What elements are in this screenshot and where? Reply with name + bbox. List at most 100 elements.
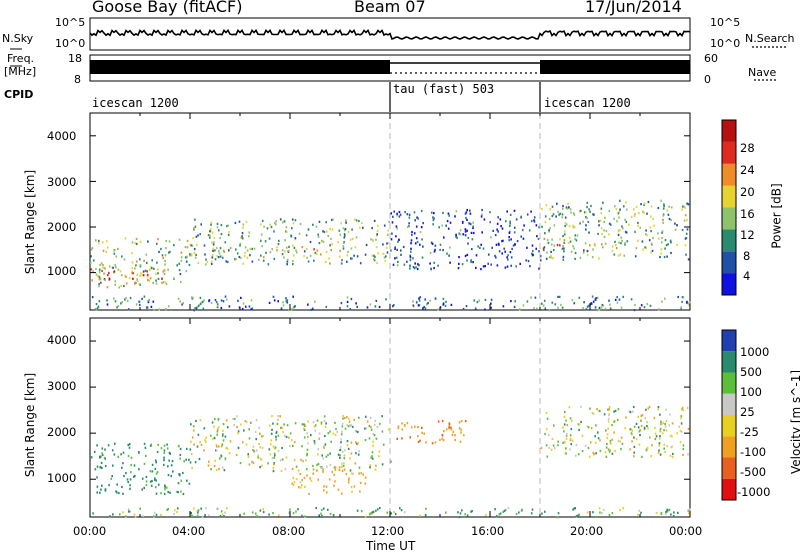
power-cell [419, 296, 422, 299]
velocity-cell [557, 444, 559, 447]
velocity-cell [279, 415, 281, 418]
power-cell [224, 295, 227, 298]
power-cell [563, 233, 566, 236]
power-cell [95, 239, 97, 242]
power-cell [162, 281, 165, 284]
power-cell [662, 214, 665, 217]
power-cell [677, 295, 679, 299]
velocity-cell [197, 433, 200, 436]
power-cell [520, 215, 522, 218]
power-cell [147, 278, 149, 282]
power-cell [429, 262, 431, 265]
velocity-cell [221, 434, 224, 437]
power-cell [149, 268, 151, 271]
power-cell [374, 305, 377, 308]
power-cell [571, 299, 574, 302]
velocity-cell [292, 512, 295, 515]
power-cell [292, 263, 294, 266]
velocity-cell [578, 513, 580, 516]
velocity-cell [191, 467, 193, 470]
velocity-cell [562, 441, 564, 444]
power-cell [559, 238, 561, 241]
power-cell [556, 244, 559, 247]
nave-label: Nave [748, 66, 777, 79]
power-cell [165, 239, 167, 243]
freq-tick-top: 18 [68, 52, 82, 65]
power-cell [242, 262, 244, 265]
velocity-cell [125, 472, 127, 475]
velocity-cell [334, 466, 337, 469]
velocity-cell [591, 412, 594, 415]
power-cell [514, 300, 516, 303]
velocity-cell [556, 516, 559, 519]
velocity-cell [270, 443, 272, 446]
power-cell [419, 230, 422, 234]
velocity-cell [607, 448, 610, 451]
power-cell [313, 259, 315, 262]
power-cell [548, 309, 551, 312]
power-cell [513, 231, 516, 234]
velocity-cell [563, 430, 565, 433]
power-cell [168, 251, 170, 254]
power-cell [237, 299, 239, 302]
power-cell [129, 296, 132, 300]
power-cell [506, 265, 509, 268]
velocity-cell [341, 492, 343, 495]
velocity-cell [419, 439, 421, 442]
velocity-cell [203, 427, 206, 430]
velocity-cell [273, 452, 276, 455]
velocity-cell [343, 454, 346, 457]
velocity-cell [403, 424, 406, 427]
power-cell [392, 304, 395, 307]
power-cell [214, 249, 216, 252]
velocity-cell [682, 444, 685, 447]
velocity-cell [217, 417, 220, 421]
velocity-cell [258, 442, 260, 445]
power-cell [410, 242, 413, 245]
velocity-cell [325, 485, 328, 488]
velocity-cell [379, 507, 381, 510]
velocity-cell [188, 458, 190, 461]
velocity-cell [217, 507, 219, 510]
velocity-cell [251, 511, 254, 514]
power-cell [413, 232, 416, 235]
velocity-cell [571, 419, 573, 422]
velocity-cell [348, 478, 350, 481]
power-cell [432, 223, 434, 226]
power-cell [108, 277, 111, 280]
velocity-cell [417, 426, 419, 429]
velocity-cell [96, 485, 99, 488]
power-cell [562, 204, 564, 208]
velocity-cell [275, 431, 278, 434]
power-cell [105, 250, 107, 253]
power-cell [667, 243, 669, 246]
power-cell [151, 259, 153, 262]
velocity-cell [173, 512, 175, 516]
power-cell [442, 297, 445, 300]
power-cell [637, 224, 639, 227]
power-cell [157, 238, 159, 241]
velocity-cell [397, 427, 400, 430]
power-cell [561, 213, 564, 216]
power-cell [639, 226, 642, 229]
power-cell [510, 238, 512, 241]
velocity-cell [452, 430, 455, 433]
velocity-cell [312, 464, 314, 468]
velocity-cell [127, 443, 130, 447]
power-cell [408, 225, 410, 228]
velocity-cell [657, 405, 660, 409]
power-cell [138, 283, 141, 286]
power-cell [153, 267, 155, 270]
velocity-cell [599, 511, 601, 514]
power-cell [562, 235, 564, 238]
power-cell [475, 266, 477, 269]
power-cell [386, 251, 389, 254]
velocity-cell [606, 436, 609, 440]
power-cell [630, 215, 633, 219]
velocity-cell [419, 514, 421, 517]
power-cell [563, 241, 566, 244]
xtick-1200: 12:00 [371, 524, 405, 538]
velocity-cell [291, 439, 293, 442]
power-cell [120, 302, 122, 305]
power-cell [98, 271, 101, 274]
